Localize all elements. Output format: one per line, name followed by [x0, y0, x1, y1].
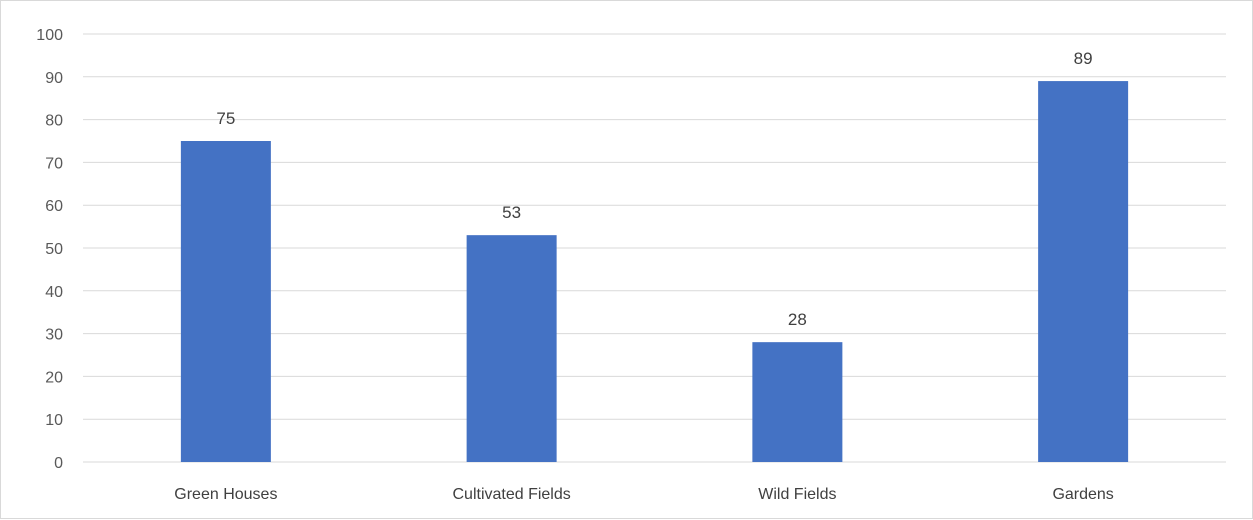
y-tick-label: 0 [54, 455, 63, 472]
y-tick-label: 80 [45, 113, 63, 130]
y-tick-label: 70 [45, 155, 63, 172]
y-tick-label: 100 [36, 27, 63, 44]
y-tick-label: 30 [45, 327, 63, 344]
data-label: 75 [216, 109, 235, 128]
y-tick-label: 20 [45, 369, 63, 386]
y-tick-label: 50 [45, 241, 63, 258]
y-tick-label: 90 [45, 70, 63, 87]
y-tick-label: 10 [45, 412, 63, 429]
x-category-label: Green Houses [174, 486, 277, 503]
x-category-label: Cultivated Fields [452, 486, 570, 503]
y-tick-label: 40 [45, 284, 63, 301]
data-label: 28 [788, 310, 807, 329]
bar [752, 342, 843, 462]
bar [466, 235, 557, 462]
bar [180, 141, 271, 462]
x-category-label: Wild Fields [758, 486, 836, 503]
data-label: 89 [1074, 49, 1093, 68]
data-label: 53 [502, 203, 521, 222]
y-tick-label: 60 [45, 198, 63, 215]
x-category-label: Gardens [1052, 486, 1113, 503]
bar [1038, 81, 1129, 462]
